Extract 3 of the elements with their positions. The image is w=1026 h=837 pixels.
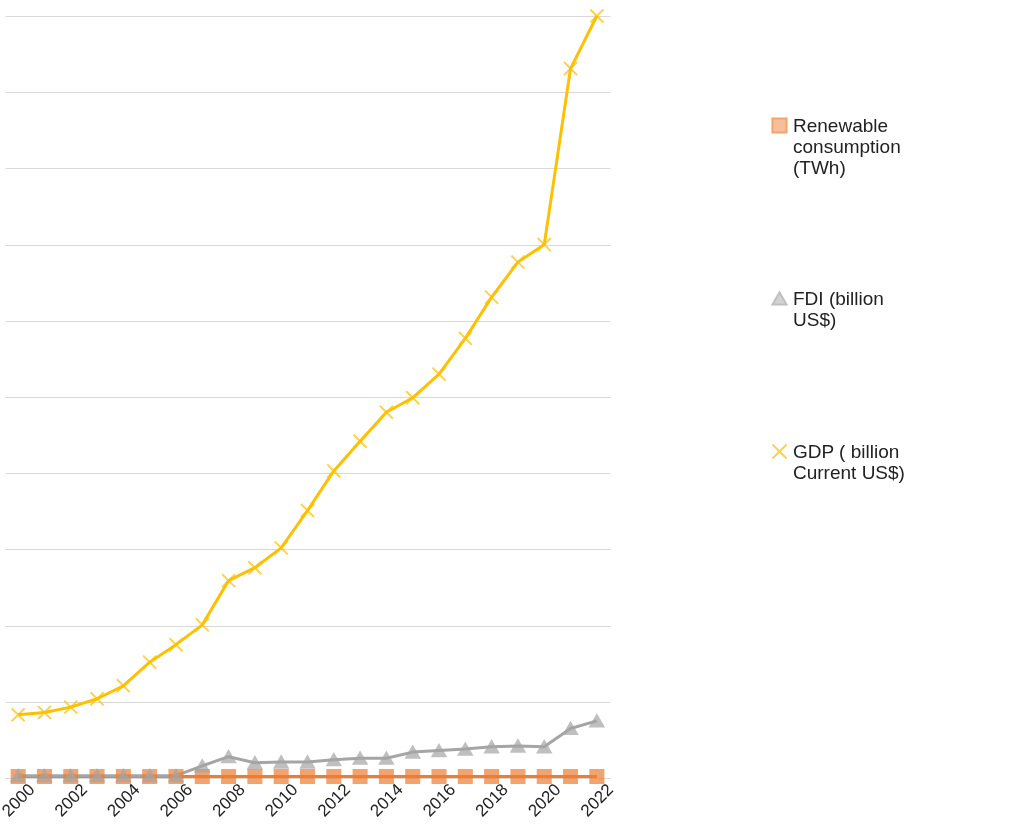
legend-label: Renewable consumption (TWh) xyxy=(793,114,901,178)
legend-label: GDP ( billion Current US$) xyxy=(793,440,905,483)
legend-label: FDI (billion US$) xyxy=(793,287,884,330)
